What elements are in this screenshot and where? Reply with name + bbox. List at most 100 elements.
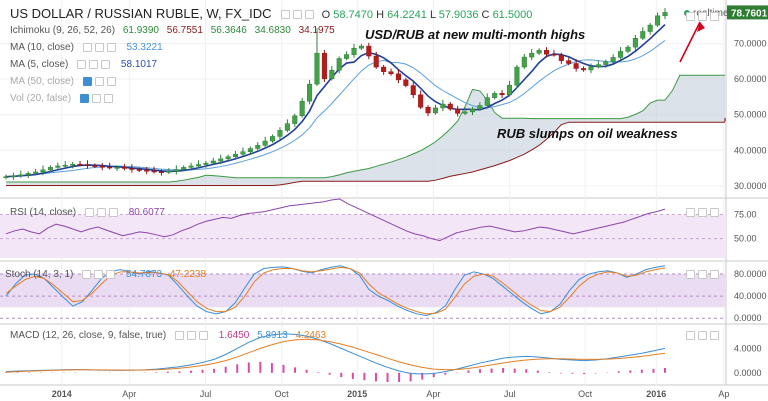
ma10-legend[interactable]: MA (10, close) 53.3221 [10,41,163,54]
move-up-icon[interactable] [698,269,707,279]
candle-body [366,45,372,57]
candle-body [136,169,142,171]
candle-body [188,165,194,168]
candle-body [662,12,668,17]
high-label: H [376,9,385,21]
gear-icon[interactable] [186,330,196,340]
candle-body [255,145,261,149]
close-icon[interactable] [710,207,719,217]
candle-body [173,169,179,172]
candle-body [284,123,290,131]
gear-icon[interactable] [96,207,106,217]
close-icon[interactable] [106,42,116,52]
candle-body [166,171,172,173]
ichimoku-value-2: 56.7551 [166,25,203,36]
ma10-label: MA (10, close) [10,42,74,54]
close-icon[interactable] [108,207,118,217]
macd-tick-label: 4.0000 [734,343,762,353]
eye-off-icon[interactable] [79,93,89,103]
eye-icon[interactable] [280,10,290,20]
move-up-icon[interactable] [698,207,707,217]
candle-body [240,151,246,155]
candle-body [469,108,476,113]
vol-legend[interactable]: Vol (20, false) [10,92,116,105]
candle-body [233,153,239,157]
candle-body [499,93,505,96]
close-icon[interactable] [710,11,719,21]
gear-icon[interactable] [89,59,99,69]
candle-body [77,163,83,166]
candle-body [47,167,53,171]
macd-legend[interactable]: MACD (12, 26, close, 9, false, true) 1.6… [10,329,326,342]
candle-body [25,173,31,176]
close-icon[interactable] [101,59,111,69]
eye-icon[interactable] [77,59,87,69]
candle-body [84,164,90,166]
close-icon[interactable] [710,269,719,279]
candle-body [484,97,490,106]
move-up-icon[interactable] [698,330,707,340]
ichimoku-value-1: 61.9390 [122,25,159,36]
close-icon[interactable] [106,269,116,279]
time-tick-label: Apr [426,389,440,399]
move-up-icon[interactable] [698,11,707,21]
ohlc-readout: O 58.7470 H 64.2241 L 57.9036 C 61.5000 [322,9,533,21]
eye-icon[interactable] [82,269,92,279]
candle-body [647,24,653,32]
last-price-label: 78.7601 [731,8,768,19]
maximize-icon[interactable] [686,330,695,340]
rsi-legend[interactable]: RSI (14, close) 80.6077 [10,206,165,219]
candle-body [299,100,305,117]
price-tick-label: 70.0000 [734,39,767,49]
eye-off-icon[interactable] [82,76,92,86]
maximize-icon[interactable] [686,11,695,21]
candle-body [270,136,276,142]
ma5-icons [77,58,113,71]
candle-body [70,163,76,166]
ma50-legend[interactable]: MA (50, close) [10,75,119,88]
gear-icon[interactable] [94,42,104,52]
candle-body [566,60,572,64]
close-icon[interactable] [198,330,208,340]
candle-body [62,165,68,167]
candle-body [573,63,579,69]
macd-signal-line [5,338,666,373]
maximize-icon[interactable] [686,207,695,217]
candle-body [640,31,646,39]
candle-body [10,175,16,178]
candle-body [55,165,61,168]
price-tick-label: 60.0000 [734,74,767,84]
close-icon[interactable] [304,10,314,20]
macd-signal-value: 4.2463 [295,330,327,342]
candle-body [33,171,39,174]
candle-body [144,169,150,172]
gear-icon[interactable] [292,10,302,20]
close-icon[interactable] [106,76,116,86]
close-icon[interactable] [710,330,719,340]
eye-icon[interactable] [84,207,94,217]
annotation-slump: RUB slumps on oil weakness [497,126,678,141]
ichimoku-legend[interactable]: Ichimoku (9, 26, 52, 26) 61.9390 56.7551… [10,24,335,37]
time-tick-label: 2014 [52,389,72,399]
eye-icon[interactable] [82,42,92,52]
gear-icon[interactable] [91,93,101,103]
candle-body [181,167,187,170]
maximize-icon[interactable] [686,269,695,279]
candle-body [403,79,409,86]
candle-body [425,107,431,114]
gear-icon[interactable] [94,269,104,279]
stoch-legend[interactable]: Stoch (14, 3, 1) 54.7873 47.2238 [5,268,206,281]
stoch-tick-label: 80.0000 [734,269,767,279]
candle-body [262,140,268,146]
candle-body [551,54,557,56]
candle-body [410,85,416,96]
ichimoku-value-3: 56.3646 [210,25,247,36]
close-icon[interactable] [103,93,113,103]
candle-body [447,103,453,110]
gear-icon[interactable] [94,76,104,86]
candle-body [40,169,46,173]
eye-icon[interactable] [174,330,184,340]
ma5-legend[interactable]: MA (5, close) 58.1017 [10,58,157,71]
candle-body [329,70,335,80]
